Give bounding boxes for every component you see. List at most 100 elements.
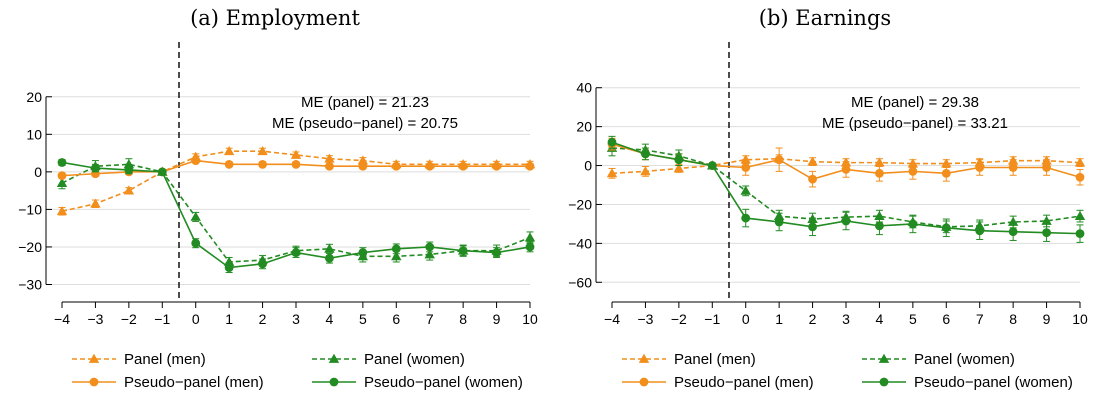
y-tick-label: 40 (576, 80, 592, 96)
data-point (841, 216, 851, 226)
data-point (191, 238, 201, 248)
data-point (741, 213, 751, 223)
data-point (874, 157, 885, 167)
y-tick-label: −40 (568, 235, 592, 251)
data-point (524, 232, 536, 242)
x-tick-label: 1 (775, 311, 783, 327)
data-point (640, 166, 651, 176)
data-point (808, 222, 817, 232)
data-point (257, 146, 268, 156)
legend-item: Pseudo−panel (men) (72, 374, 264, 391)
x-tick-label: 9 (493, 311, 501, 327)
y-tick-label: −30 (18, 276, 42, 292)
y-tick-label: −60 (568, 274, 592, 290)
data-point (123, 185, 135, 195)
x-tick-label: 3 (292, 311, 300, 327)
data-point (258, 259, 267, 269)
data-point (191, 156, 201, 165)
data-point (1042, 228, 1051, 238)
x-tick-label: −1 (154, 311, 170, 327)
x-tick-label: 5 (359, 311, 367, 327)
y-tick-label: 0 (584, 158, 592, 174)
series-line (611, 147, 1081, 228)
y-tick-label: 0 (34, 164, 42, 180)
data-point (492, 161, 501, 171)
data-point (525, 242, 535, 252)
data-point (1074, 210, 1086, 221)
series-pseudo-panel-men- (57, 156, 535, 181)
y-tick-label: −20 (568, 196, 592, 212)
data-point (325, 161, 334, 171)
data-point (525, 161, 535, 171)
legend-item: Panel (women) (312, 351, 465, 368)
data-point (357, 155, 369, 165)
x-tick-label: −1 (704, 311, 720, 327)
data-point (190, 211, 201, 221)
data-point (224, 263, 234, 272)
data-point (1008, 227, 1018, 237)
legend-marker (328, 353, 340, 363)
x-tick-label: 4 (326, 311, 334, 327)
legend: Panel (men) Panel (women) Pseudo−panel (me… (622, 351, 1073, 391)
data-point (157, 167, 167, 177)
x-tick-label: 6 (392, 311, 400, 327)
legend-marker (878, 353, 890, 363)
data-point (908, 166, 918, 176)
legend-item: Pseudo−panel (men) (622, 374, 814, 391)
data-point (975, 163, 985, 172)
data-point (1075, 172, 1085, 182)
data-point (807, 156, 818, 166)
data-point (124, 165, 134, 175)
x-tick-label: 0 (192, 311, 200, 327)
annotation: ME (pseudo−panel) = 20.75 (272, 115, 458, 132)
data-point (425, 161, 435, 171)
data-point (607, 137, 617, 147)
legend-marker (638, 353, 650, 363)
data-point (674, 155, 684, 165)
x-tick-label: 6 (942, 311, 950, 327)
legend-label: Pseudo−panel (men) (674, 374, 814, 391)
data-point (975, 226, 985, 236)
data-point (91, 163, 100, 173)
data-point (358, 248, 368, 257)
y-tick-label: 20 (26, 89, 42, 105)
y-tick-label: 20 (576, 119, 592, 135)
data-point (1075, 229, 1085, 239)
data-point (1041, 215, 1052, 225)
x-tick-label: 4 (876, 311, 884, 327)
data-point (223, 256, 235, 266)
data-point (291, 159, 301, 169)
data-point (1008, 163, 1018, 172)
y-tick-label: 10 (26, 126, 42, 142)
legend-marker (879, 377, 889, 387)
data-point (641, 149, 650, 159)
panel-earnings: (b) Earnings −60 −40 −20 0 20 40 −4 −3 −2 −1 0 1 2 3 4… (550, 0, 1100, 398)
legend-item: Pseudo−panel (women) (862, 374, 1073, 391)
data-point (1074, 157, 1086, 167)
legend-label: Pseudo−panel (women) (914, 374, 1073, 391)
legend-item: Panel (women) (862, 351, 1015, 368)
legend-item: Pseudo−panel (women) (312, 374, 523, 391)
data-point (907, 158, 919, 168)
data-point (391, 161, 401, 171)
data-point (291, 248, 301, 257)
panel-employment: (a) Employment −30 −20 −10 0 10 20 −4 −3 −2 −1 0 1 2… (18, 6, 538, 391)
data-point (908, 219, 918, 229)
data-point (1042, 163, 1051, 172)
data-point (808, 174, 817, 184)
x-tick-label: 1 (225, 311, 233, 327)
x-tick-label: 2 (809, 311, 817, 327)
series-pseudo-panel-women- (607, 135, 1085, 243)
data-point (741, 163, 751, 172)
data-point (223, 146, 235, 156)
data-point (425, 242, 435, 252)
x-tick-label: −3 (637, 311, 653, 327)
legend-marker (639, 377, 649, 387)
x-tick-label: −2 (671, 311, 687, 327)
x-tick-label: 3 (842, 311, 850, 327)
data-point (57, 158, 67, 167)
data-point (391, 251, 402, 261)
data-point (874, 210, 885, 221)
data-point (56, 177, 68, 188)
data-point (875, 168, 884, 178)
